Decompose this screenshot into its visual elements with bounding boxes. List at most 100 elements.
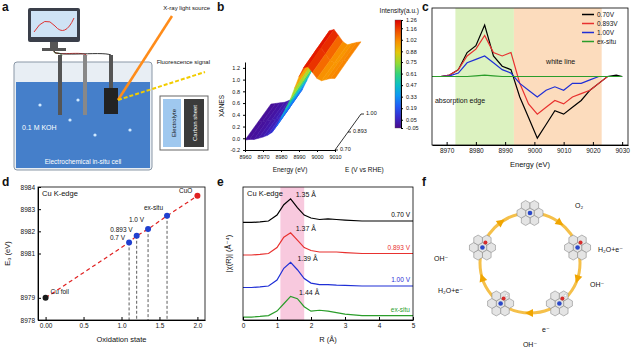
catalyst-structure (488, 291, 514, 316)
drop-line (129, 242, 130, 320)
tick-label: 9010 (329, 154, 341, 160)
tick-label: 0.893 (353, 128, 367, 134)
tick-label: 8960 (239, 154, 251, 160)
legend: 0.70V 0.893V 1.00V ex-situ (582, 11, 618, 45)
series-line (432, 75, 622, 76)
tick-label: 0.33 (406, 94, 417, 100)
tick-label: -0.05 (406, 125, 419, 131)
tick-mark (401, 62, 403, 63)
axis-line (401, 21, 402, 129)
tick-mark (401, 108, 403, 109)
tick: 0.0 (232, 136, 245, 142)
reaction-label: O₂ (575, 202, 583, 209)
x-axis-title: Energy (eV) (510, 160, 551, 169)
tick-mark (243, 150, 245, 151)
tick: 8984 (21, 184, 41, 191)
legend-entry: 0.893V (597, 20, 618, 27)
panel-label: d (2, 175, 9, 189)
y-axis-title: E₀ (eV) (3, 241, 12, 266)
tick: 4 (378, 317, 382, 329)
tick: 0.2 (232, 124, 245, 130)
hexagon (501, 291, 510, 301)
tick: 0.4 (232, 112, 245, 118)
series-line (432, 35, 622, 114)
tick-label: 8970 (257, 154, 269, 160)
tick-mark (263, 150, 264, 152)
series-label: 1.00 V (391, 276, 410, 283)
label: Fluorescence signal (157, 59, 210, 65)
tick-label: 9030 (615, 147, 630, 154)
tick-label: 0.47 (406, 82, 417, 88)
marker (194, 193, 200, 199)
tick-mark (534, 142, 535, 145)
hexagon (482, 235, 491, 245)
tick: 8982 (21, 228, 41, 235)
legend-entry: 0.70V (597, 11, 615, 18)
hexagon (501, 306, 510, 316)
drop-line (167, 216, 168, 320)
tick: 8990 (293, 150, 305, 160)
surface-cell (331, 60, 349, 79)
colorbar (395, 20, 401, 128)
tick: 8983 (21, 206, 41, 213)
inset-frame (160, 96, 208, 150)
tick-label: 9000 (528, 147, 543, 154)
tick: 9020 (586, 142, 601, 154)
bubble (93, 133, 96, 136)
plot-frame (243, 187, 413, 320)
axis-bottom: 0.000.51.01.52.0 (39, 317, 206, 329)
reaction-label: e⁻ (542, 326, 550, 333)
tick-label: 1.16 (406, 26, 417, 32)
tick-mark (159, 317, 160, 320)
catalyst-structure (565, 235, 591, 260)
tick-mark (243, 103, 245, 104)
tick-mark (622, 142, 623, 145)
tick-label: 3 (344, 322, 348, 329)
legend-entry: ex-situ (597, 38, 617, 45)
tick-label: 8981 (21, 250, 36, 257)
tick-mark (401, 51, 403, 52)
tick: 1.02 (401, 37, 417, 43)
monitor-base (42, 48, 66, 51)
annotation: absorption edge (435, 97, 485, 105)
xray-beam (118, 16, 172, 100)
tick-mark (197, 317, 198, 320)
legend-swatch (582, 32, 594, 34)
tick-mark (401, 128, 403, 129)
tick-mark (401, 20, 403, 21)
y-axis-title: XANES (218, 94, 225, 117)
tick-mark (401, 74, 403, 75)
marker (43, 295, 49, 301)
annotation: 1.37 Å (296, 224, 317, 232)
tick-mark (311, 317, 312, 320)
cycle-arrow (496, 216, 507, 227)
tick-label: 1.0 (117, 322, 126, 329)
legend-entry: 1.00V (597, 29, 615, 36)
tick-mark (564, 142, 565, 145)
axis-left: 897889798981898289838984 (21, 184, 41, 324)
series-line (243, 262, 413, 287)
inset-carbon (184, 99, 204, 147)
tick-label: 9000 (311, 154, 323, 160)
tick: 0.88 (401, 49, 417, 55)
tick-label: 8979 (21, 294, 36, 301)
tick-label: 2.0 (193, 322, 202, 329)
tick-mark (361, 114, 364, 115)
panel-label: f (422, 175, 427, 189)
tick-label: 1.2 (232, 65, 240, 71)
tick-mark (413, 317, 414, 320)
y-axis-title: |χ(R)| (Å⁻⁴) (224, 234, 233, 272)
cycle-ring (480, 213, 580, 313)
panel-c: 8970898089909000901090209030Energy (eV)a… (422, 0, 630, 169)
marker (164, 213, 170, 219)
tick-mark (401, 120, 403, 121)
monitor (28, 8, 80, 42)
panel-label: c (422, 0, 429, 14)
hexagon (492, 291, 501, 301)
tick: 0.33 (401, 94, 417, 100)
plot-frame (38, 187, 205, 320)
x-axis-title: R (Å) (319, 335, 337, 344)
tick: 1.0 (232, 77, 245, 83)
tick-label: 9020 (586, 147, 601, 154)
oxygen-atom (502, 296, 506, 300)
